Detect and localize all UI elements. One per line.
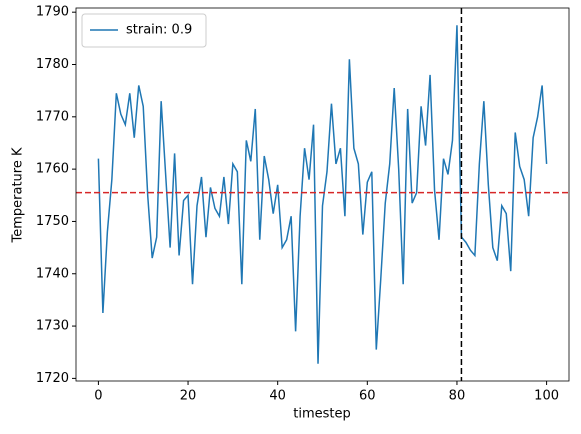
x-tick-label: 80 — [449, 389, 466, 404]
y-tick-label: 1770 — [36, 109, 69, 124]
y-tick-label: 1790 — [36, 5, 69, 20]
x-tick-label: 0 — [94, 389, 102, 404]
y-tick-label: 1730 — [36, 319, 69, 334]
x-tick-label: 20 — [180, 389, 197, 404]
x-tick-label: 40 — [269, 389, 286, 404]
y-tick-label: 1750 — [36, 214, 69, 229]
legend-label: strain: 0.9 — [126, 23, 192, 38]
y-tick-label: 1780 — [36, 57, 69, 72]
series-line — [97, 25, 548, 364]
x-axis-label: timestep — [293, 407, 351, 422]
x-tick-label: 100 — [534, 389, 559, 404]
plot-frame — [75, 7, 570, 382]
y-tick-label: 1760 — [36, 162, 69, 177]
x-tick-label: 60 — [359, 389, 376, 404]
legend-box — [81, 13, 207, 48]
y-tick-label: 1740 — [36, 266, 69, 281]
y-tick-label: 1720 — [36, 371, 69, 386]
y-axis-label: Temperature K — [11, 147, 26, 243]
